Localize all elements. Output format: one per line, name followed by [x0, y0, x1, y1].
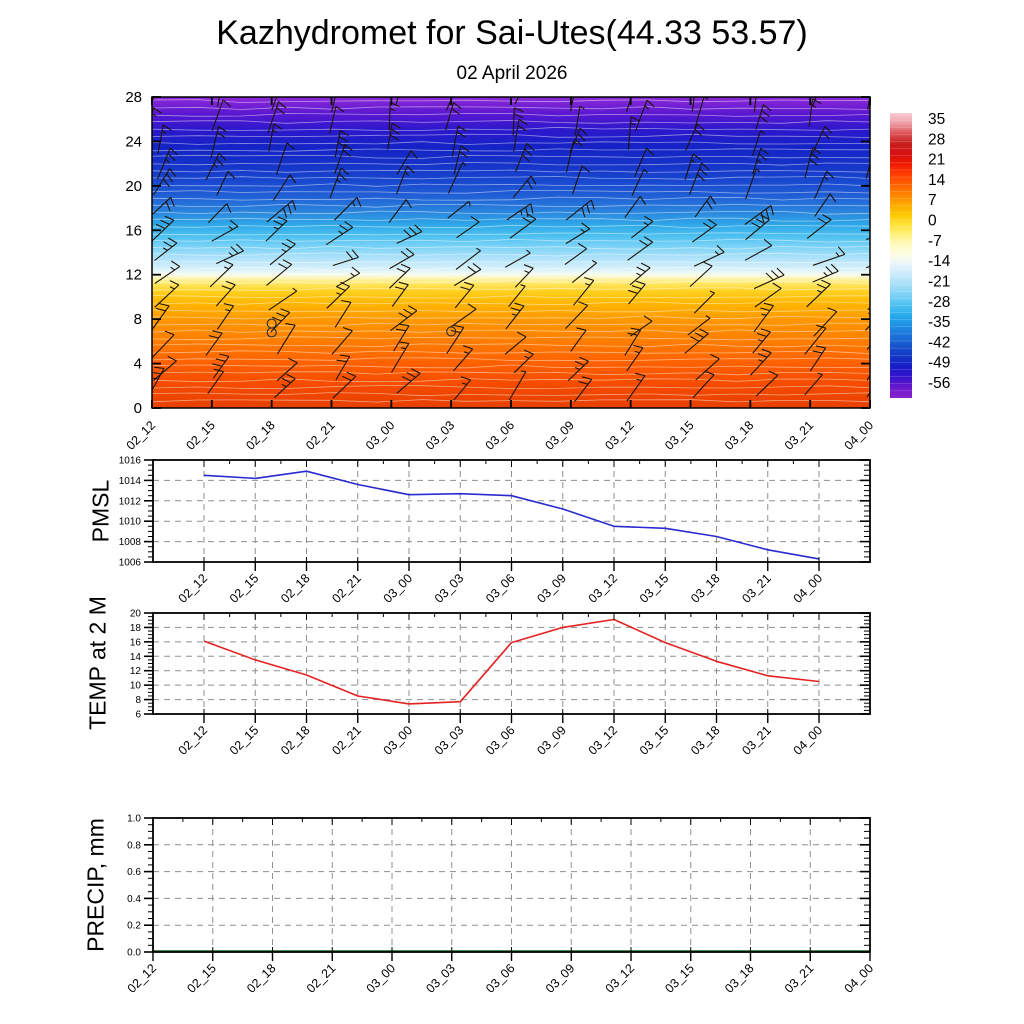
y-tick-label: 1010 — [119, 517, 142, 528]
y-tick-label: 0.6 — [127, 867, 141, 878]
x-tick-label: 03_18 — [722, 961, 757, 996]
y-tick-label: 1006 — [119, 558, 142, 569]
grid-lines — [153, 818, 870, 952]
temperature-colorbar: 35 28 21 14 7 0 -7 -14 -21 -28 -35 -42 -49 -56 — [890, 111, 951, 398]
colorbar-level-label: -7 — [928, 233, 942, 250]
precip-chart: 0.0 0.2 0.4 0.6 0.8 1.0 02_12 02_15 02_18 02_21 03… — [125, 814, 877, 996]
y-tick-label: 28 — [125, 89, 142, 106]
colorbar-level-label: -14 — [928, 253, 951, 270]
x-tick-label: 02_21 — [329, 723, 364, 758]
y-tick-label: 4 — [134, 356, 142, 373]
page-title: Kazhydromet for Sai-Utes(44.33 53.57) — [216, 14, 808, 52]
colorbar-gradient — [890, 113, 912, 398]
axis-ticks — [151, 96, 871, 409]
date-subtitle: 02 April 2026 — [456, 63, 568, 84]
pmsl-line — [203, 470, 820, 560]
x-tick-label: 02_18 — [244, 961, 279, 996]
colorbar-level-label: -28 — [928, 294, 950, 311]
y-tick-label: 0.2 — [127, 921, 141, 932]
axis-ticks — [144, 612, 870, 723]
y-tick-label: 20 — [130, 609, 142, 620]
y-tick-label: 16 — [125, 222, 142, 239]
y-tick-label: 10 — [130, 681, 142, 692]
grid-lines — [153, 613, 870, 714]
colorbar-level-label: 0 — [928, 213, 937, 230]
x-tick-label: 03_03 — [423, 961, 458, 996]
colorbar-level-label: 28 — [928, 131, 945, 148]
axis-ticks — [144, 459, 870, 571]
x-tick-label: 02_12 — [125, 961, 160, 996]
x-tick-label: 03_00 — [364, 961, 399, 996]
x-tick-label: 02_15 — [184, 961, 219, 996]
x-tick-label: 04_00 — [791, 723, 826, 758]
x-tick-label: 02_18 — [278, 723, 313, 758]
x-tick-label: 03_21 — [782, 961, 817, 996]
x-tick-label: 04_00 — [842, 961, 877, 996]
x-tick-label: 03_12 — [603, 961, 638, 996]
y-tick-label: 6 — [135, 710, 141, 721]
contour-lines — [152, 99, 870, 403]
y-tick-label: 8 — [134, 311, 142, 328]
x-tick-label: 03_18 — [688, 723, 723, 758]
x-tick-label: 03_03 — [432, 723, 467, 758]
y-tick-label: 0.8 — [127, 840, 141, 851]
y-tick-label: 14 — [130, 652, 142, 663]
colorbar-level-label: -35 — [928, 314, 950, 331]
y-tick-label: 0 — [134, 400, 142, 417]
x-tick-label: 02_15 — [227, 723, 262, 758]
y-tick-label: 20 — [125, 178, 142, 195]
x-tick-label: 03_09 — [534, 723, 569, 758]
axis-ticks — [144, 817, 871, 961]
x-tick-label: 03_00 — [381, 723, 416, 758]
colorbar-level-label: -56 — [928, 375, 950, 392]
y-tick-label: 1.0 — [127, 814, 141, 825]
x-tick-label: 02_21 — [304, 961, 339, 996]
y-tick-label: 0.4 — [127, 894, 141, 905]
x-tick-label: 03_15 — [662, 961, 697, 996]
grid-lines — [153, 460, 870, 562]
y-tick-label: 1014 — [119, 476, 142, 487]
y-tick-label: 24 — [125, 133, 142, 150]
x-tick-label: 03_21 — [739, 723, 774, 758]
colorbar-band-lines — [890, 119, 912, 392]
y-tick-label: 8 — [135, 695, 141, 706]
colorbar-level-label: -49 — [928, 355, 950, 372]
calm-circles — [266, 318, 457, 338]
x-tick-label: 03_06 — [483, 961, 518, 996]
y-tick-label: 16 — [130, 637, 142, 648]
y-tick-label: 12 — [130, 666, 142, 677]
x-tick-label: 03_15 — [637, 723, 672, 758]
wind-barbs — [152, 97, 870, 403]
colorbar-level-label: -42 — [928, 334, 950, 351]
colorbar-level-label: 21 — [928, 152, 945, 169]
x-tick-label: 02_12 — [176, 723, 211, 758]
colorbar-level-label: -21 — [928, 273, 950, 290]
y-tick-label: 12 — [125, 267, 142, 284]
colorbar-level-label: 35 — [928, 111, 945, 128]
colorbar-level-label: 7 — [928, 192, 937, 209]
y-tick-label: 1008 — [119, 537, 142, 548]
temp-chart: 6 8 10 12 14 16 18 20 02_12 02_15 02_18 02_21 03_00 0… — [130, 609, 871, 758]
y-tick-label: 1016 — [119, 456, 142, 467]
y-tick-label: 1012 — [119, 496, 142, 507]
y-tick-label: 18 — [130, 623, 142, 634]
x-tick-label: 03_06 — [483, 723, 518, 758]
colorbar-level-label: 14 — [928, 172, 946, 189]
temp2m-line — [203, 618, 820, 705]
x-tick-label: 03_09 — [543, 961, 578, 996]
x-tick-label: 03_12 — [586, 723, 621, 758]
y-tick-label: 0.0 — [127, 948, 141, 959]
